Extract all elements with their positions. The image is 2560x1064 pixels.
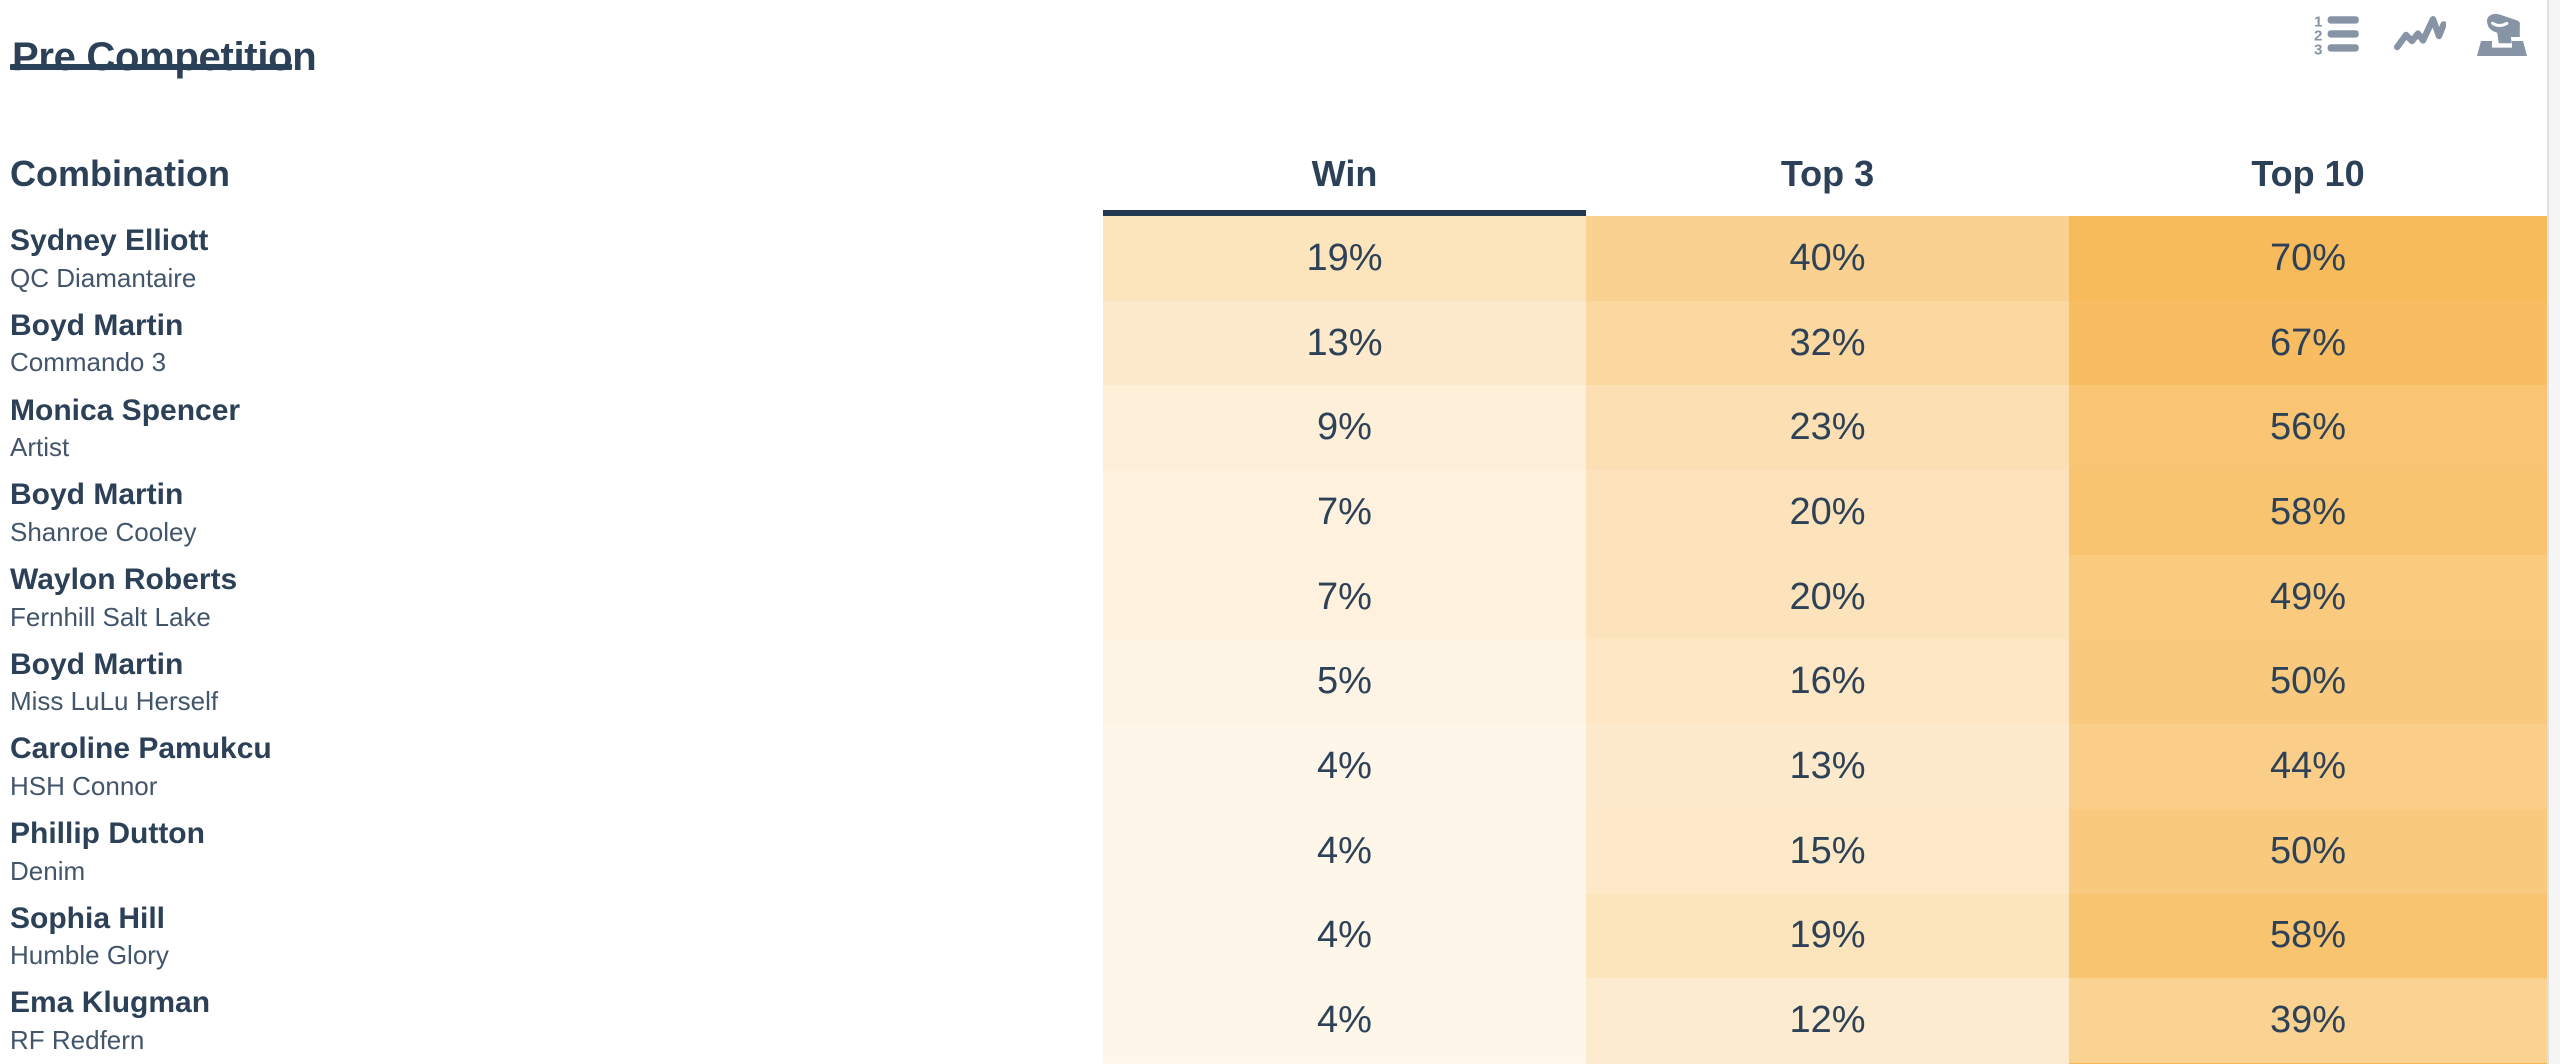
trend-chart-icon: [2394, 15, 2446, 51]
combination-cell: Boyd Martin Miss LuLu Herself: [0, 639, 1103, 725]
combination-cell: Boyd Martin Shanroe Cooley: [0, 470, 1103, 555]
rider-name: Sydney Elliott: [10, 224, 209, 258]
vote-icon: [2477, 13, 2527, 56]
table-row[interactable]: Boyd Martin Miss LuLu Herself 5% 16% 50%: [0, 639, 2547, 725]
top3-cell: 20%: [1586, 554, 2069, 640]
win-cell: 7%: [1103, 554, 1586, 640]
rider-name: Boyd Martin: [10, 308, 184, 342]
top10-cell: 50%: [2069, 639, 2547, 725]
win-cell: 5%: [1103, 639, 1586, 725]
horse-name: Humble Glory: [10, 940, 169, 971]
column-header-win-label: Win: [1311, 153, 1378, 194]
table-row[interactable]: Monica Spencer Artist 9% 23% 56%: [0, 385, 2547, 471]
svg-text:2: 2: [2314, 28, 2322, 45]
combination-cell: Caroline Pamukcu HSH Connor: [0, 724, 1103, 809]
win-cell: 19%: [1103, 216, 1586, 301]
horse-name: Shanroe Cooley: [10, 516, 197, 547]
horse-name: Fernhill Salt Lake: [10, 601, 211, 632]
win-cell: 4%: [1103, 724, 1586, 809]
win-cell: 4%: [1103, 893, 1586, 979]
top10-cell: 58%: [2069, 893, 2547, 979]
table-body: Sydney Elliott QC Diamantaire 19% 40% 70% Boy…: [0, 216, 2547, 1064]
top3-cell: 23%: [1586, 385, 2069, 471]
svg-text:3: 3: [2314, 42, 2322, 56]
top10-cell: 70%: [2069, 216, 2547, 301]
table-header-row: Combination Win Top 3 Top 10: [0, 132, 2547, 216]
horse-name: HSH Connor: [10, 770, 158, 801]
top3-cell: 12%: [1586, 978, 2069, 1063]
top3-cell: 40%: [1586, 216, 2069, 301]
table-row[interactable]: Phillip Dutton Denim 4% 15% 50%: [0, 808, 2547, 894]
sort-indicator: [1103, 210, 1586, 216]
top3-cell: 19%: [1586, 893, 2069, 979]
combination-cell: Waylon Roberts Fernhill Salt Lake: [0, 554, 1103, 640]
win-cell: 4%: [1103, 978, 1586, 1063]
table-row-partial: [0, 1062, 2547, 1064]
table-row[interactable]: Sydney Elliott QC Diamantaire 19% 40% 70%: [0, 216, 2547, 301]
ranked-list-icon: 1 2 3: [2314, 14, 2359, 56]
top10-cell: 44%: [2069, 724, 2547, 809]
win-cell: 9%: [1103, 385, 1586, 471]
top3-cell: 32%: [1586, 300, 2069, 386]
horse-name: Commando 3: [10, 347, 167, 378]
table-row[interactable]: Sophia Hill Humble Glory 4% 19% 58%: [0, 893, 2547, 979]
top10-cell: 56%: [2069, 385, 2547, 471]
table-row[interactable]: Waylon Roberts Fernhill Salt Lake 7% 20% 49%: [0, 554, 2547, 640]
top3-cell: 16%: [1586, 639, 2069, 725]
win-cell: 4%: [1103, 808, 1586, 894]
table-row[interactable]: Ema Klugman RF Redfern 4% 12% 39%: [0, 978, 2547, 1063]
view-toolbar: 1 2 3: [2312, 10, 2528, 58]
title-underline: [10, 64, 292, 70]
top3-cell: 20%: [1586, 470, 2069, 555]
page-title: Pre Competition: [12, 34, 317, 79]
horse-name: QC Diamantaire: [10, 262, 197, 293]
win-cell: 7%: [1103, 470, 1586, 555]
horse-name: Artist: [10, 432, 70, 463]
top10-cell: 39%: [2069, 978, 2547, 1063]
column-header-top10[interactable]: Top 10: [2251, 153, 2365, 194]
trend-chart-button[interactable]: [2394, 10, 2446, 58]
top10-cell: 50%: [2069, 808, 2547, 894]
win-cell: 13%: [1103, 300, 1586, 386]
top10-cell: 67%: [2069, 300, 2547, 386]
rider-name: Ema Klugman: [10, 986, 211, 1020]
top3-cell: 15%: [1586, 808, 2069, 894]
rider-name: Boyd Martin: [10, 478, 184, 512]
top10-cell: 49%: [2069, 554, 2547, 640]
vote-button[interactable]: [2476, 10, 2528, 58]
combination-cell: Sophia Hill Humble Glory: [0, 893, 1103, 979]
column-header-win[interactable]: Win: [1103, 132, 1586, 216]
table-row[interactable]: Caroline Pamukcu HSH Connor 4% 13% 44%: [0, 724, 2547, 809]
rider-name: Phillip Dutton: [10, 817, 205, 851]
rider-name: Monica Spencer: [10, 393, 241, 427]
top10-cell: 58%: [2069, 470, 2547, 555]
svg-text:1: 1: [2314, 14, 2323, 31]
combination-cell: Monica Spencer Artist: [0, 385, 1103, 471]
combination-cell: Sydney Elliott QC Diamantaire: [0, 216, 1103, 301]
combination-cell: Ema Klugman RF Redfern: [0, 978, 1103, 1063]
ranked-list-button[interactable]: 1 2 3: [2312, 10, 2364, 58]
rider-name: Caroline Pamukcu: [10, 732, 272, 766]
top3-cell: 13%: [1586, 724, 2069, 809]
column-header-combination[interactable]: Combination: [10, 153, 230, 194]
rider-name: Boyd Martin: [10, 647, 184, 681]
combination-cell: Phillip Dutton Denim: [0, 808, 1103, 894]
rider-name: Waylon Roberts: [10, 563, 238, 597]
horse-name: RF Redfern: [10, 1024, 145, 1055]
table-row[interactable]: Boyd Martin Shanroe Cooley 7% 20% 58%: [0, 470, 2547, 555]
scrollbar-track[interactable]: [2547, 0, 2560, 1064]
column-header-top3[interactable]: Top 3: [1780, 153, 1875, 194]
horse-name: Miss LuLu Herself: [10, 686, 219, 717]
rider-name: Sophia Hill: [10, 901, 166, 935]
table-row[interactable]: Boyd Martin Commando 3 13% 32% 67%: [0, 300, 2547, 386]
combination-cell: Boyd Martin Commando 3: [0, 300, 1103, 386]
horse-name: Denim: [10, 855, 86, 886]
